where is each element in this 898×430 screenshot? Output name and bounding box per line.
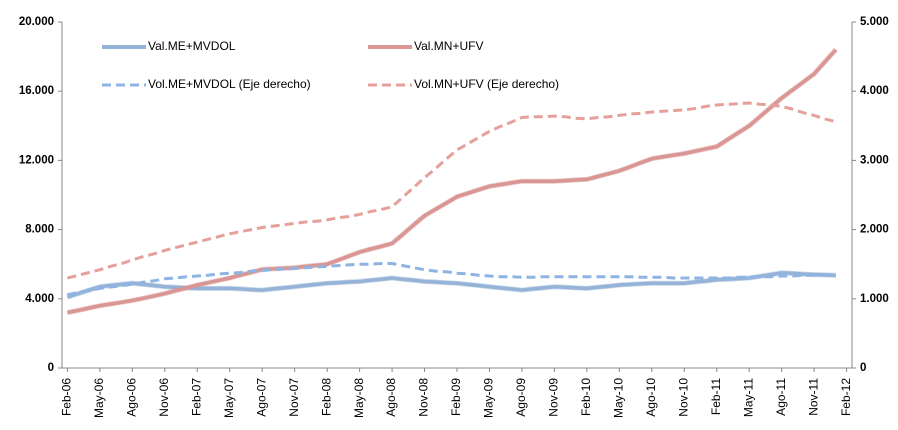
x-tick-label: Feb-07 [189, 378, 203, 416]
x-tick-label: Feb-11 [709, 378, 723, 415]
x-tick-label: Feb-06 [60, 378, 74, 416]
y2-tick-label: 0 [860, 362, 866, 374]
x-tick-label: Ago-07 [254, 378, 268, 417]
x-tick-label: Feb-12 [839, 378, 853, 416]
line [67, 48, 838, 315]
x-tick-label: Ago-11 [774, 378, 788, 416]
x-tick-label: Nov-11 [806, 378, 820, 416]
x-tick-label: Feb-09 [449, 378, 463, 416]
x-tick-label: Feb-10 [579, 378, 593, 416]
x-tick-label: Ago-06 [125, 378, 139, 417]
x-tick-label: May-11 [741, 378, 755, 417]
x-tick-label: Ago-09 [514, 378, 528, 417]
legend-label: Val.MN+UFV [414, 39, 483, 53]
legend-label: Val.ME+MVDOL [148, 39, 236, 53]
y-tick-label: 4.000 [25, 293, 54, 305]
y2-tick-label: 5.000 [860, 16, 889, 28]
x-tick-label: May-07 [222, 378, 236, 418]
x-tick-label: Nov-06 [157, 378, 171, 417]
legend-label: Vol.MN+UFV (Eje derecho) [414, 77, 559, 91]
x-tick-label: Nov-09 [547, 378, 561, 417]
x-tick-label: Ago-08 [384, 378, 398, 417]
x-tick-label: May-09 [482, 378, 496, 418]
line [67, 101, 837, 280]
line [66, 271, 836, 299]
x-tick-label: Nov-08 [417, 378, 431, 417]
y-tick-label: 16.000 [19, 85, 54, 97]
x-tick-label: Nov-07 [287, 378, 301, 417]
x-tick-label: May-08 [352, 378, 366, 418]
x-tick-label: May-06 [92, 378, 106, 418]
legend-label: Vol.ME+MVDOL (Eje derecho) [148, 77, 311, 91]
y2-tick-label: 2.000 [860, 224, 889, 236]
x-tick-label: May-10 [612, 378, 626, 418]
x-tick-label: Ago-10 [644, 378, 658, 417]
y-tick-label: 0 [48, 362, 54, 374]
y-tick-label: 8.000 [25, 224, 54, 236]
x-tick-label: Feb-08 [319, 378, 333, 416]
y-tick-label: 20.000 [19, 16, 54, 28]
x-tick-label: Nov-10 [676, 378, 690, 417]
y2-tick-label: 1.000 [860, 293, 889, 305]
y2-tick-label: 3.000 [860, 154, 889, 166]
y2-tick-label: 4.000 [860, 85, 889, 97]
y-tick-label: 12.000 [19, 154, 54, 166]
line [67, 262, 836, 297]
